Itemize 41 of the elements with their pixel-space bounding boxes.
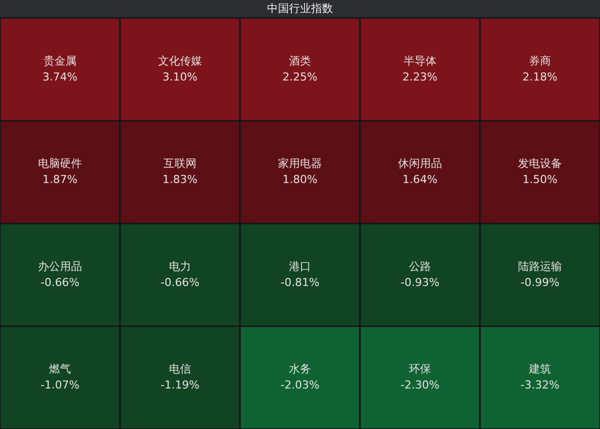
- data-label: 3.74%: [42, 70, 78, 84]
- data-label: -0.93%: [400, 276, 440, 289]
- data-label: 2.23%: [402, 70, 438, 84]
- category-label: 家用电器: [278, 157, 322, 170]
- category-label: 互联网: [164, 157, 196, 170]
- category-label: 水务: [289, 362, 311, 376]
- data-label: 1.80%: [282, 173, 318, 186]
- data-label: 1.83%: [162, 173, 198, 186]
- category-label: 休闲用品: [398, 157, 442, 170]
- data-label: -0.66%: [160, 276, 200, 289]
- data-label: -0.99%: [520, 276, 560, 289]
- data-label: -0.66%: [40, 276, 80, 289]
- data-label: -1.07%: [40, 378, 80, 392]
- category-label: 半导体: [404, 54, 436, 68]
- category-label: 建筑: [528, 362, 551, 376]
- category-label: 电信: [169, 362, 191, 376]
- data-label: -2.03%: [280, 378, 320, 392]
- category-label: 电脑硬件: [38, 157, 82, 170]
- category-label: 贵金属: [44, 54, 76, 68]
- data-label: 1.87%: [42, 173, 78, 186]
- category-label: 发电设备: [518, 157, 562, 170]
- data-label: 3.10%: [162, 70, 198, 84]
- data-label: -3.32%: [520, 378, 560, 392]
- category-label: 燃气: [49, 362, 71, 376]
- category-label: 环保: [409, 362, 431, 376]
- category-label: 公路: [409, 260, 431, 273]
- data-label: -1.19%: [160, 378, 200, 392]
- data-label: 2.18%: [522, 70, 558, 84]
- data-label: 2.25%: [282, 70, 318, 84]
- data-label: -0.81%: [280, 276, 320, 289]
- category-label: 电力: [169, 260, 191, 273]
- category-label: 港口: [289, 260, 311, 273]
- data-label: 1.50%: [522, 173, 558, 186]
- category-label: 券商: [529, 54, 551, 68]
- text: 中国行业指数: [267, 2, 333, 15]
- category-label: 酒类: [289, 54, 311, 68]
- category-label: 办公用品: [38, 260, 82, 273]
- category-label: 陆路运输: [518, 260, 562, 273]
- category-label: 文化传媒: [158, 54, 202, 68]
- data-label: 1.64%: [402, 173, 438, 186]
- data-label: -2.30%: [400, 378, 440, 392]
